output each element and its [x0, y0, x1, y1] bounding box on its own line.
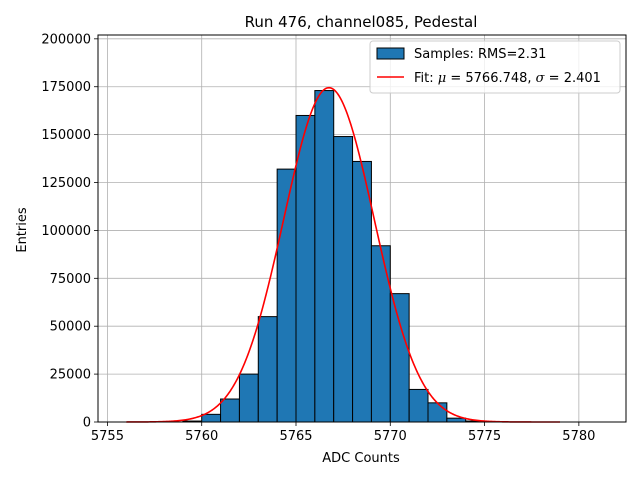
y-tick-label: 125000 — [41, 176, 91, 191]
histogram-bar — [238, 373, 259, 423]
y-tick-label: 25000 — [50, 368, 91, 383]
histogram-bar — [201, 413, 222, 423]
legend-histogram-label: Samples: RMS=2.31 — [414, 47, 546, 62]
histogram-bar — [370, 245, 391, 423]
legend-fit-mu-symbol: μ — [438, 71, 446, 86]
histogram-bar — [314, 90, 335, 423]
y-tick-label: 175000 — [41, 80, 91, 95]
legend-fit-label: Fit: μ = 5766.748, σ = 2.401 — [414, 71, 601, 86]
gaussian-fit-curve — [126, 86, 560, 423]
y-tick-label: 0 — [83, 416, 91, 431]
legend: Samples: RMS=2.31 Fit: μ = 5766.748, σ =… — [369, 40, 621, 94]
x-axis-label: ADC Counts — [322, 451, 400, 466]
y-tick-label: 150000 — [41, 128, 91, 143]
x-tick-label: 5765 — [279, 429, 312, 444]
x-tick-label: 5770 — [374, 429, 407, 444]
histogram-bar — [389, 293, 410, 423]
histogram-bar — [352, 160, 372, 423]
x-tick-label: 5760 — [185, 429, 218, 444]
histogram-bars — [182, 90, 486, 423]
plot-frame — [97, 34, 627, 423]
legend-histogram-swatch — [376, 47, 405, 60]
x-tick-label: 5775 — [468, 429, 501, 444]
histogram-bar — [427, 402, 448, 423]
legend-fit-sigma-symbol: σ — [536, 71, 546, 86]
histogram-bar — [220, 398, 240, 423]
y-tick-label: 50000 — [50, 320, 91, 335]
histogram-bar — [408, 388, 429, 423]
y-axis-label: Entries — [15, 207, 30, 253]
histogram-bar — [333, 136, 354, 423]
legend-fit-sigma-value: = 2.401 — [545, 71, 601, 86]
x-tick-label: 5755 — [91, 429, 124, 444]
axis-ticks: 5755 5760 5765 5770 5775 5780 0 25000 50000 75000… — [41, 32, 595, 444]
legend-fit-prefix: Fit: — [414, 71, 438, 86]
fit-curve-layer — [126, 86, 560, 423]
x-tick-label: 5780 — [562, 429, 595, 444]
histogram-bar — [295, 114, 316, 423]
y-tick-label: 100000 — [41, 224, 91, 239]
histogram-bar — [446, 417, 467, 423]
chart-title: Run 476, channel085, Pedestal — [245, 13, 478, 31]
legend-box — [369, 40, 621, 94]
histogram-bar — [257, 316, 278, 423]
y-tick-label: 200000 — [41, 32, 91, 47]
legend-fit-mu-value: = 5766.748, — [446, 71, 535, 86]
y-tick-label: 75000 — [50, 272, 91, 287]
